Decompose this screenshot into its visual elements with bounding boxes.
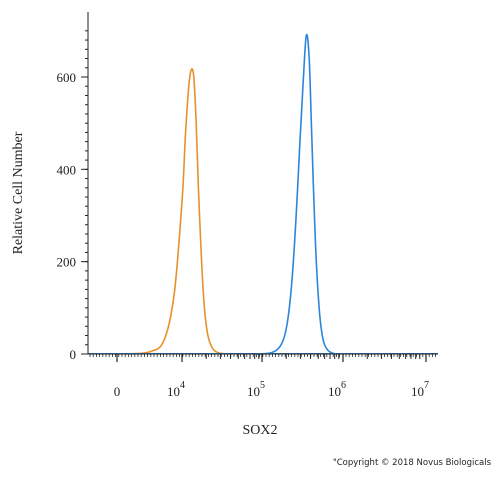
copyright-notice: "Copyright © 2018 Novus Biologicals — [332, 458, 491, 468]
x-tick-exponent: 5 — [260, 380, 265, 391]
x-tick-label: 0 — [114, 384, 121, 399]
series-curve-1 — [254, 33, 336, 355]
x-tick-base: 10 — [411, 384, 424, 399]
x-tick-exponent: 4 — [180, 380, 185, 391]
y-axis-ticks: 0 200 400 600 — [57, 70, 88, 362]
x-tick-base: 0 — [114, 384, 121, 399]
y-tick-label: 0 — [70, 347, 77, 362]
x-tick-label: 104 — [167, 380, 185, 399]
y-tick-label: 200 — [57, 255, 77, 270]
x-tick-label: 107 — [411, 380, 429, 399]
x-tick-label: 105 — [247, 380, 265, 399]
y-tick-label: 600 — [57, 70, 77, 85]
x-axis-title: SOX2 — [242, 423, 277, 438]
x-tick-exponent: 6 — [341, 380, 346, 391]
series-curve-0 — [125, 68, 226, 355]
x-tick-base: 10 — [167, 384, 180, 399]
x-tick-label: 106 — [328, 380, 346, 399]
x-tick-exponent: 7 — [424, 380, 429, 391]
x-tick-base: 10 — [247, 384, 260, 399]
y-axis-title: Relative Cell Number — [11, 131, 26, 254]
y-tick-label: 400 — [57, 162, 77, 177]
x-axis-minor-ticks — [89, 354, 437, 359]
series-layer — [88, 33, 438, 355]
x-axis-ticks: 0 104 105 106 107 — [114, 354, 429, 399]
x-tick-base: 10 — [328, 384, 341, 399]
